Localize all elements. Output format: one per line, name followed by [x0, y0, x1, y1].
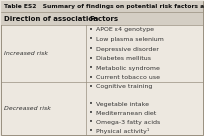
Text: •: • [89, 27, 93, 33]
FancyBboxPatch shape [1, 1, 203, 135]
Text: •: • [89, 75, 93, 81]
Text: Cognitive training: Cognitive training [96, 84, 152, 89]
Text: Vegetable intake: Vegetable intake [96, 102, 149, 107]
Text: •: • [89, 119, 93, 125]
Text: Decreased risk: Decreased risk [4, 106, 51, 111]
Text: •: • [89, 46, 93, 52]
Text: Factors: Factors [90, 16, 119, 22]
Text: Depressive disorder: Depressive disorder [96, 47, 159, 52]
Text: •: • [89, 56, 93, 62]
Text: Table ES2   Summary of findings on potential risk factors and interventions for : Table ES2 Summary of findings on potenti… [4, 4, 204, 9]
Text: Mediterranean diet: Mediterranean diet [96, 111, 156, 116]
Text: •: • [89, 65, 93, 71]
Text: •: • [89, 84, 93, 90]
Text: APOE ε4 genotype: APOE ε4 genotype [96, 27, 154, 32]
Text: •: • [89, 101, 93, 107]
Text: •: • [89, 110, 93, 116]
Text: Increased risk: Increased risk [4, 51, 48, 56]
Text: •: • [89, 128, 93, 134]
Text: Physical activity¹: Physical activity¹ [96, 128, 149, 134]
Text: Low plasma selenium: Low plasma selenium [96, 37, 164, 42]
Text: Diabetes mellitus: Diabetes mellitus [96, 56, 151, 61]
Text: Metabolic syndrome: Metabolic syndrome [96, 66, 160, 71]
FancyBboxPatch shape [1, 12, 203, 25]
Text: •: • [89, 36, 93, 42]
Text: Direction of association: Direction of association [4, 16, 98, 22]
Text: Omega-3 fatty acids: Omega-3 fatty acids [96, 120, 160, 125]
Text: Current tobacco use: Current tobacco use [96, 75, 160, 80]
FancyBboxPatch shape [1, 1, 203, 12]
